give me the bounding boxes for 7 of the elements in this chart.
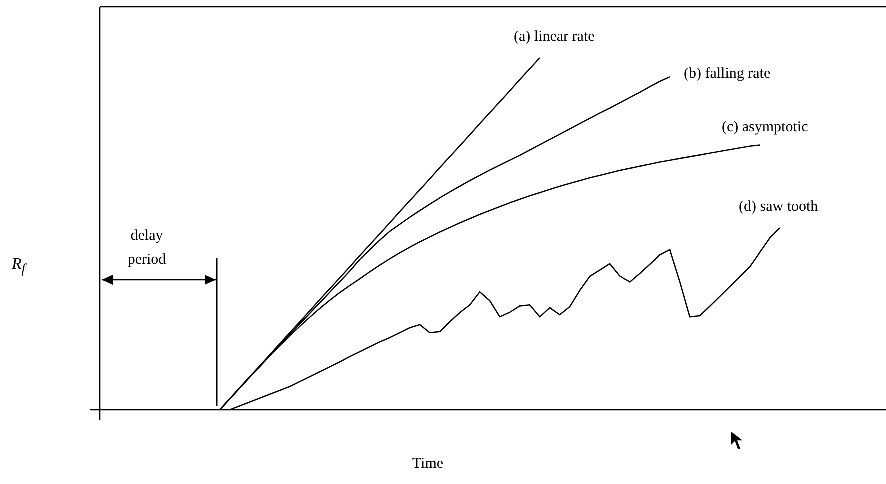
series-label: (a) linear rate [514,28,596,45]
series-label: (b) falling rate [684,66,771,82]
series-label: (c) asymptotic [722,119,809,136]
y-axis-title: R$_{f}$ [12,256,26,278]
x-axis-title: Time [411,456,445,473]
annotation: delay period [126,227,168,270]
series-label: (d) saw tooth [739,198,819,215]
